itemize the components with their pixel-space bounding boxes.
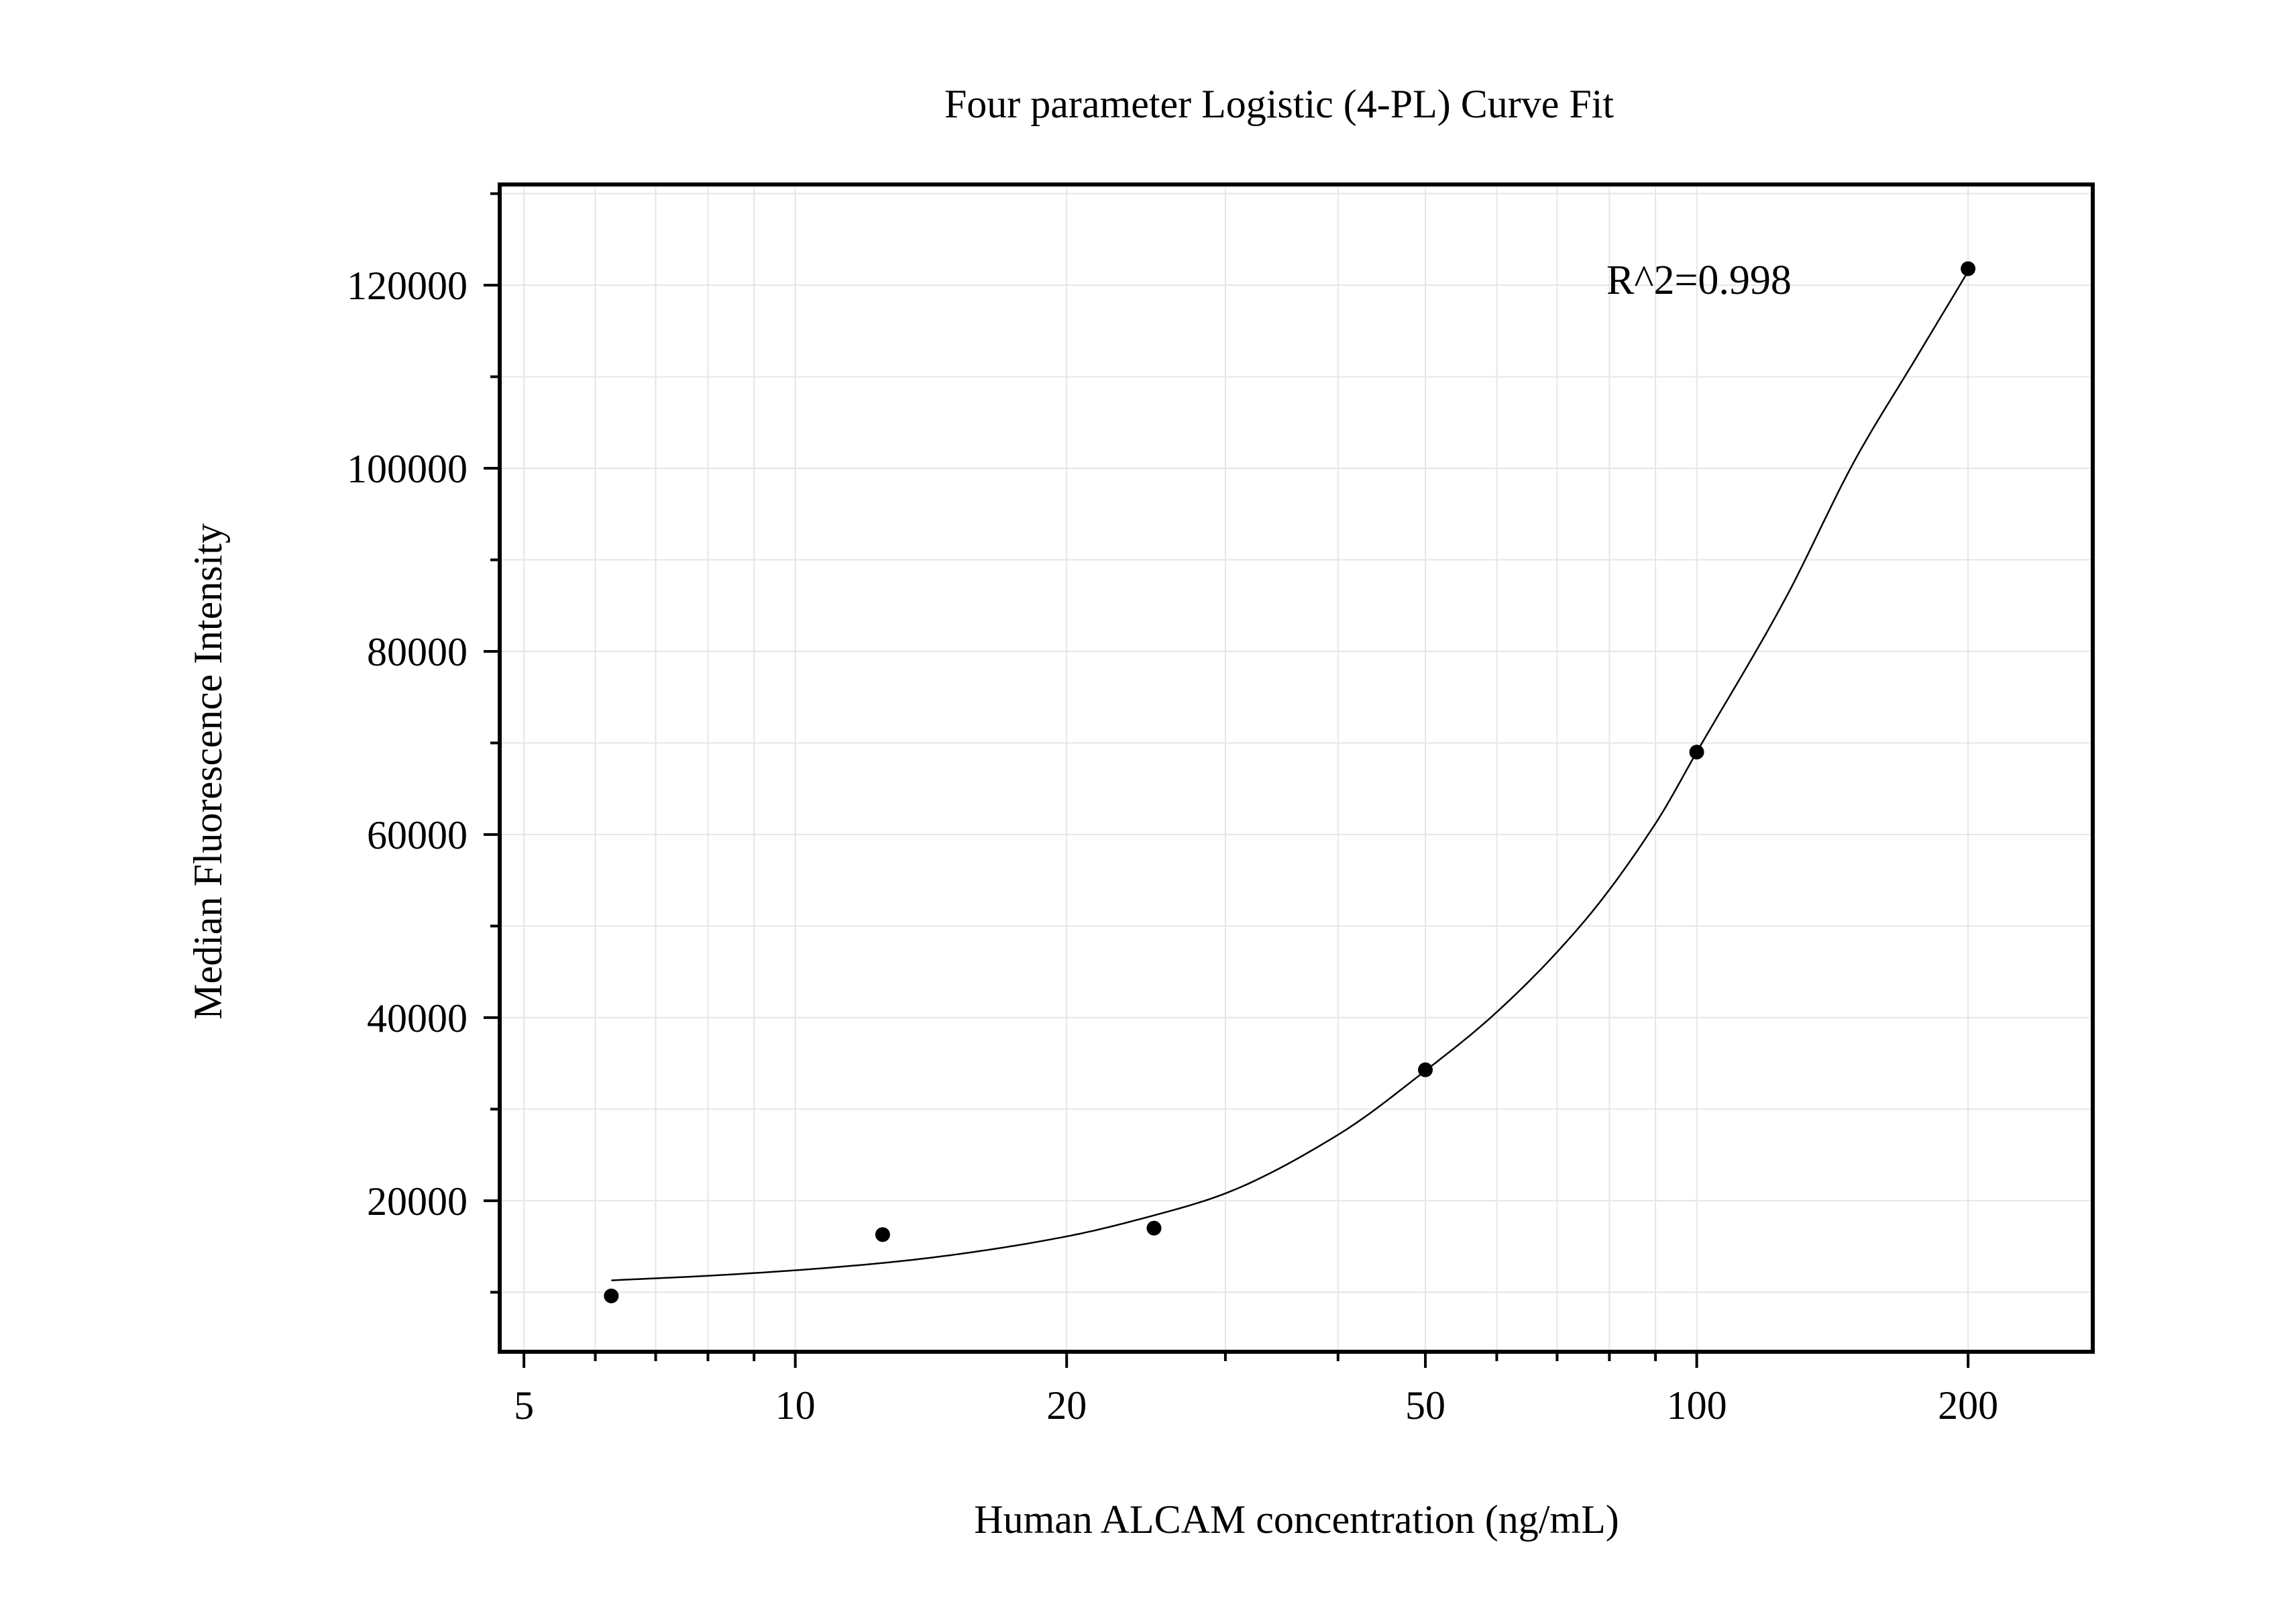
- fit-curve: [611, 270, 1969, 1281]
- y-axis-label: Median Fluorescence Intensity: [186, 523, 230, 1020]
- x-tick-label: 100: [1667, 1383, 1727, 1428]
- x-tick-label: 200: [1938, 1383, 1998, 1428]
- y-tick-label: 60000: [367, 813, 468, 857]
- y-tick-label: 40000: [367, 996, 468, 1040]
- x-tick-label: 5: [514, 1383, 534, 1428]
- x-tick-label: 10: [775, 1383, 816, 1428]
- y-tick-label: 80000: [367, 630, 468, 674]
- data-point: [604, 1288, 619, 1303]
- data-point: [875, 1227, 890, 1242]
- y-tick-label: 20000: [367, 1179, 468, 1224]
- plot-frame: [498, 182, 2095, 1354]
- y-tick-label: 100000: [347, 447, 468, 491]
- y-tick-label: 120000: [347, 264, 468, 308]
- data-point: [1146, 1220, 1162, 1236]
- data-point: [1418, 1062, 1433, 1077]
- labels-layer: Four parameter Logistic (4-PL) Curve Fit…: [186, 82, 1792, 1542]
- r-squared-annotation: R^2=0.998: [1606, 258, 1792, 303]
- data-points-layer: [604, 261, 1976, 1303]
- x-tick-label: 20: [1046, 1383, 1087, 1428]
- axes-layer: 5 10 20 50 100 200 20000 40000 60000 80000 100000 1…: [347, 182, 2095, 1428]
- data-point: [1961, 261, 1976, 276]
- data-point: [1689, 745, 1704, 760]
- grid-layer: [500, 184, 2093, 1352]
- x-axis-label: Human ALCAM concentration (ng/mL): [974, 1497, 1619, 1542]
- fit-curve-layer: [611, 270, 1969, 1281]
- x-tick-label: 50: [1405, 1383, 1445, 1428]
- chart-title: Four parameter Logistic (4-PL) Curve Fit: [944, 82, 1614, 126]
